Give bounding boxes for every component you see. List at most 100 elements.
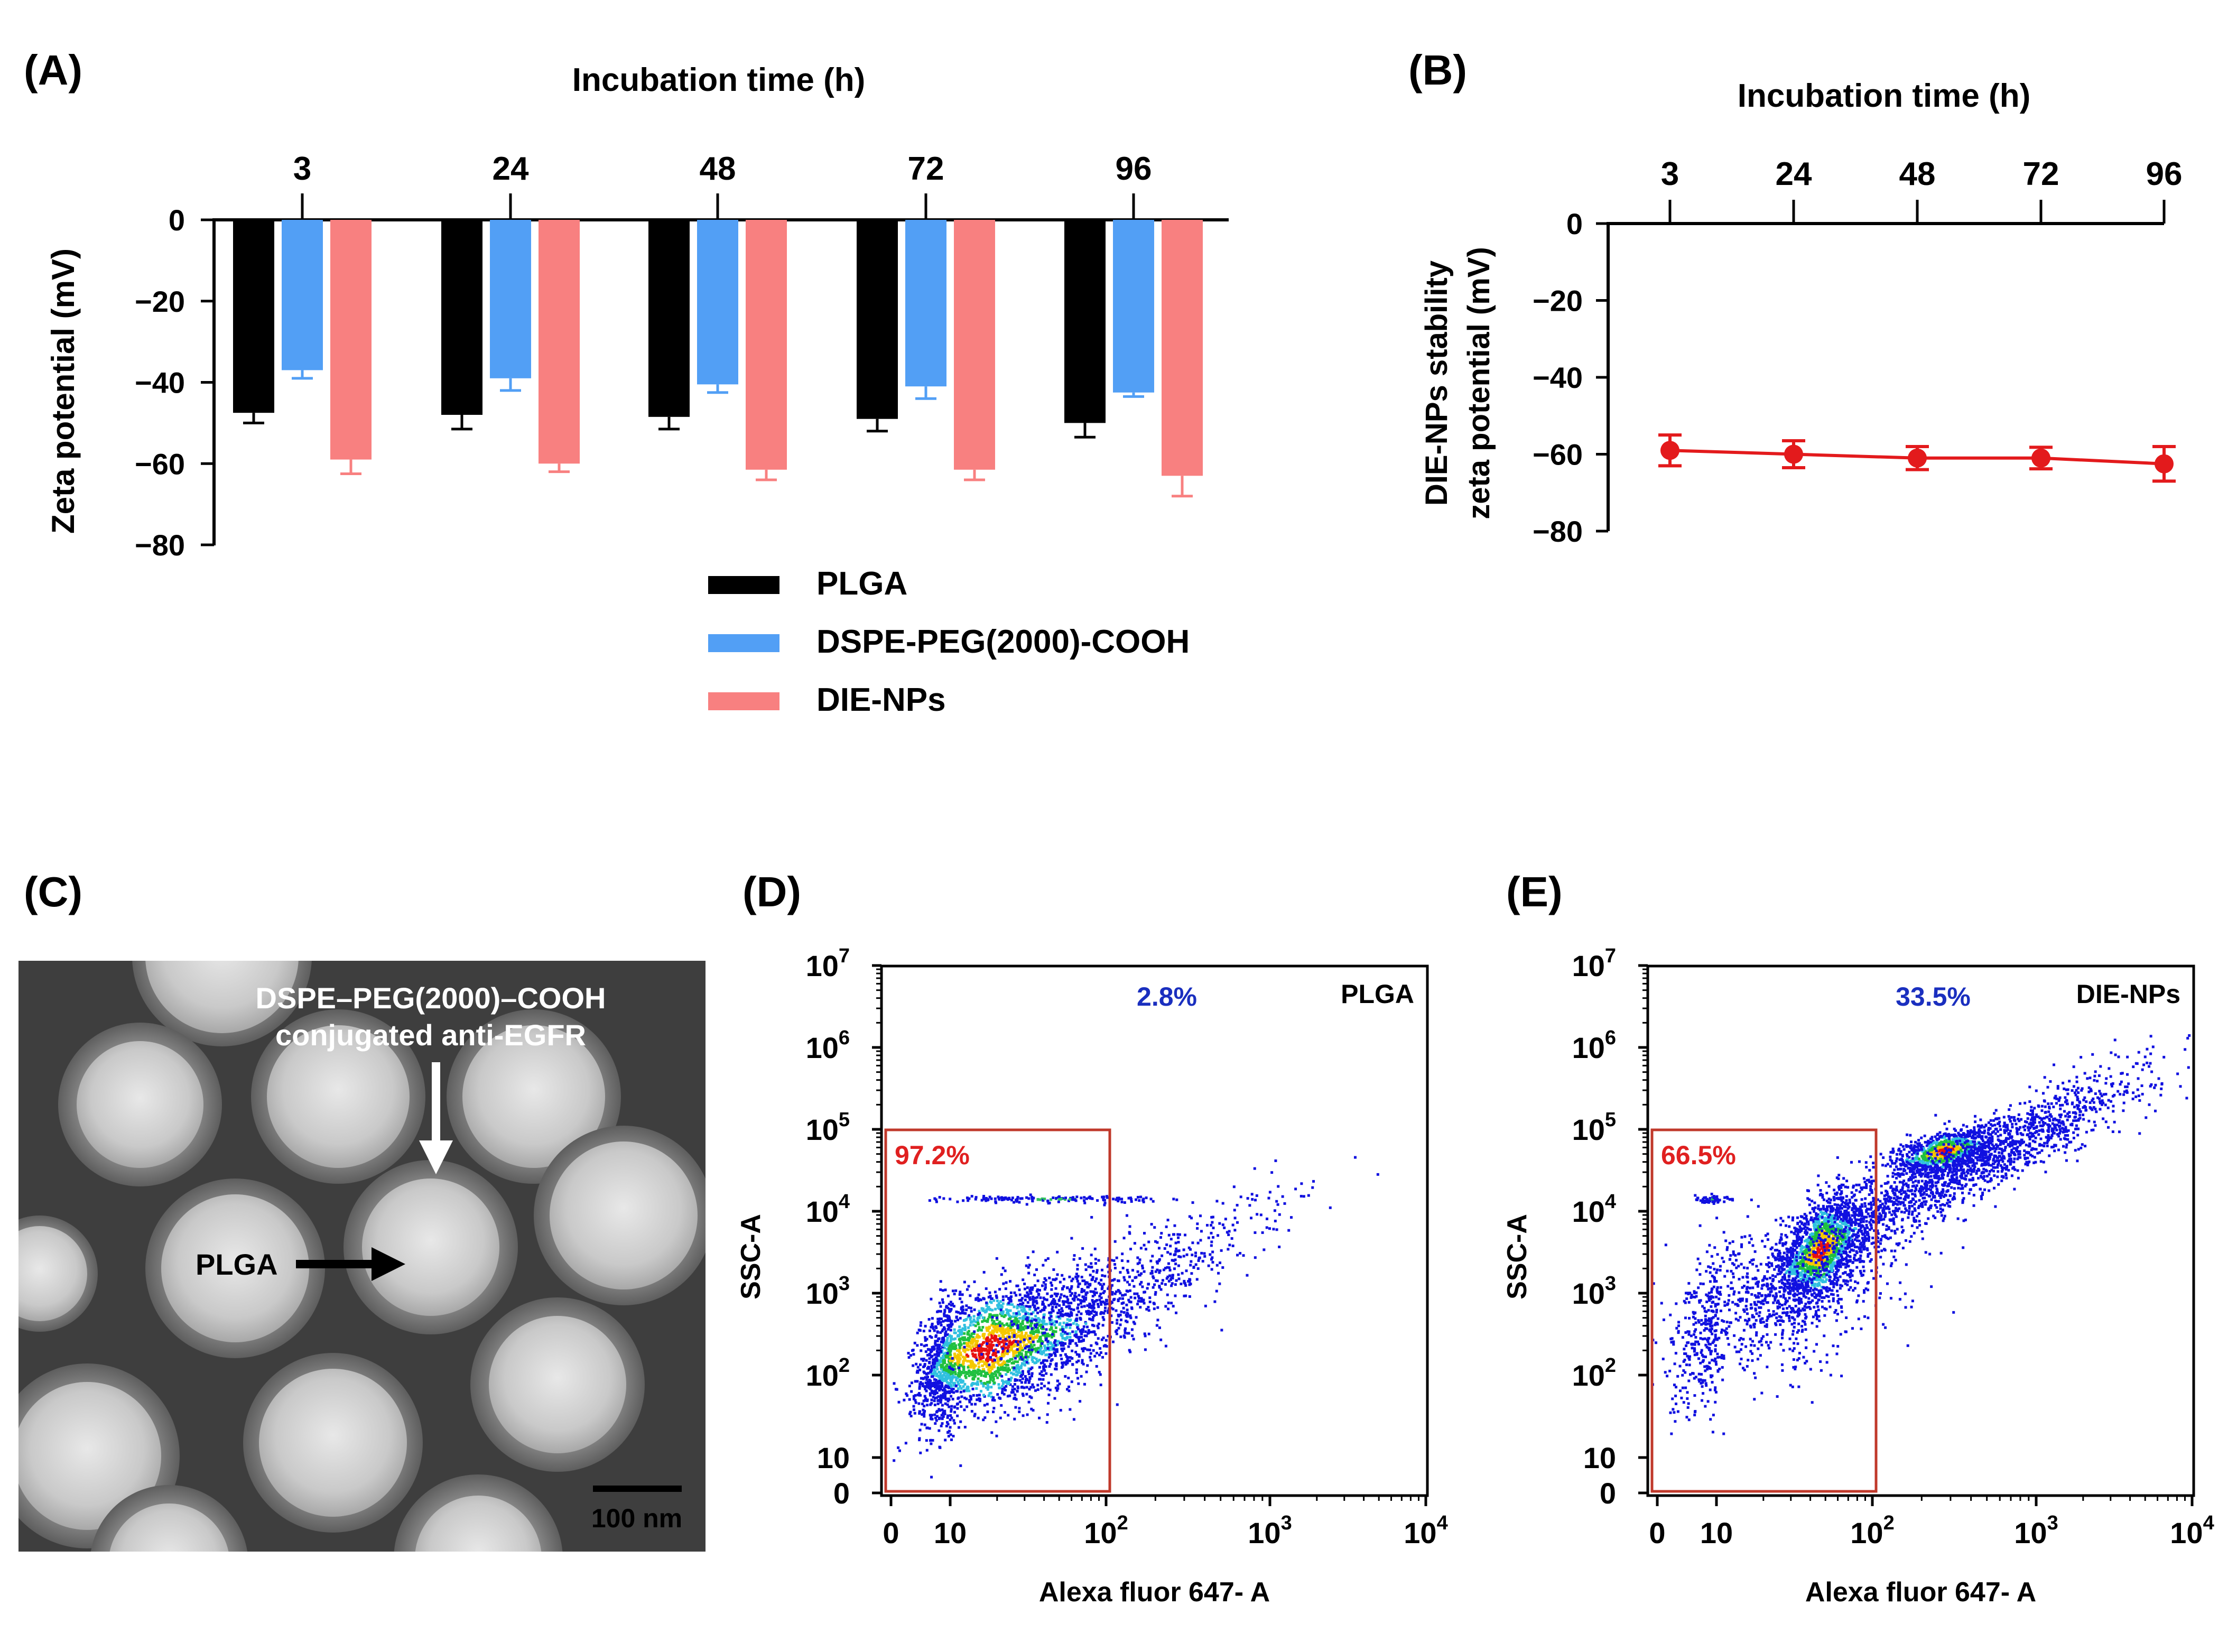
panel-d-event (1008, 1329, 1011, 1332)
panel-d-event (1069, 1340, 1072, 1343)
panel-d-event (956, 1360, 959, 1363)
panel-e-event (1798, 1299, 1802, 1302)
panel-d-event (932, 1390, 935, 1393)
panel-e-event (1842, 1279, 1845, 1282)
panel-d-event (1042, 1264, 1045, 1267)
panel-d-event (946, 1391, 949, 1394)
panel-d-event (951, 1357, 954, 1360)
panel-d-event (1093, 1354, 1097, 1358)
panel-d-event (1153, 1226, 1156, 1229)
panel-d-event (956, 1407, 959, 1410)
panel-d-event (1009, 1322, 1013, 1325)
panel-d-event (1106, 1302, 1109, 1305)
panel-d-event (969, 1371, 972, 1374)
panel-d-event (1149, 1259, 1153, 1263)
panel-d-event (1032, 1386, 1035, 1389)
panel-e-event (1835, 1176, 1839, 1180)
panel-d-event (1122, 1334, 1126, 1338)
panel-d-event (1143, 1291, 1146, 1294)
panel-e-event (1851, 1235, 1854, 1238)
panel-d-event (952, 1391, 955, 1394)
panel-e-event (1791, 1333, 1794, 1336)
panel-d-event (1053, 1397, 1056, 1400)
panel-d-event (1019, 1344, 1022, 1348)
panel-d-event (946, 1328, 950, 1331)
panel-d-event (992, 1299, 996, 1302)
panel-e-event (1763, 1245, 1767, 1248)
panel-e-event (1813, 1236, 1816, 1239)
panel-d-event (943, 1387, 946, 1390)
panel-d-event (1210, 1258, 1213, 1261)
panel-d-event (1057, 1195, 1061, 1198)
panel-d-event (942, 1341, 945, 1344)
panel-d-event (912, 1353, 915, 1356)
panel-d-event (1018, 1347, 1022, 1350)
panel-d-event (1091, 1295, 1094, 1298)
panel-d-event (1071, 1277, 1074, 1280)
panel-e-event (1802, 1223, 1805, 1227)
panel-d-event (1043, 1363, 1046, 1367)
panel-e-event (1816, 1277, 1819, 1280)
panel-d-event (1026, 1413, 1029, 1416)
panel-d-event (995, 1296, 998, 1299)
panel-d-event (1065, 1323, 1068, 1326)
panel-e-event (1835, 1197, 1839, 1200)
panel-d-event (1040, 1382, 1043, 1385)
panel-d-event (1071, 1349, 1074, 1352)
panel-d-event (937, 1382, 940, 1385)
panel-d-event (1013, 1305, 1016, 1308)
panel-d-event (951, 1372, 954, 1375)
panel-d-event (1094, 1287, 1097, 1291)
tem-particle-core (489, 1316, 626, 1453)
panel-d-event (928, 1427, 931, 1430)
panel-d-event (999, 1358, 1003, 1361)
panel-d-event (996, 1338, 999, 1341)
panel-d-event (1035, 1329, 1038, 1332)
panel-d-event (1183, 1279, 1186, 1283)
panel-d-event (942, 1415, 945, 1418)
panel-d-event (1158, 1271, 1161, 1274)
panel-d-event (965, 1338, 968, 1341)
panel-d-event (1028, 1377, 1032, 1380)
panel-d-event (987, 1351, 990, 1354)
panel-d-event (1019, 1367, 1023, 1370)
panel-d-event (1027, 1356, 1031, 1359)
panel-d-event (1290, 1216, 1293, 1219)
panel-d-event (925, 1359, 928, 1362)
panel-d-event (1192, 1266, 1195, 1269)
panel-d-event (1133, 1242, 1136, 1245)
panel-d-event (1060, 1332, 1063, 1335)
panel-d-event (930, 1372, 933, 1375)
panel-d-event (1153, 1307, 1156, 1311)
panel-d-event (926, 1404, 929, 1407)
panel-d-event (936, 1402, 940, 1405)
panel-d-event (1150, 1272, 1154, 1275)
panel-d-event (1236, 1254, 1239, 1257)
panel-d-event (1001, 1388, 1005, 1391)
panel-d-event (1095, 1299, 1098, 1302)
panel-d-event (995, 1351, 998, 1354)
panel-d-event (1046, 1292, 1049, 1295)
panel-d-event (930, 1389, 933, 1393)
panel-d-event (1136, 1292, 1139, 1295)
panel-d-event (1029, 1386, 1033, 1389)
panel-d-event (1060, 1307, 1063, 1310)
panel-d-event (981, 1364, 984, 1367)
panel-d-event (960, 1329, 963, 1332)
panel-d-event (1081, 1300, 1084, 1303)
panel-d-event (1207, 1236, 1210, 1239)
panel-d-event (935, 1396, 939, 1399)
panel-d-event (912, 1408, 915, 1412)
panel-d-event (1066, 1335, 1069, 1339)
panel-e-event (1800, 1237, 1803, 1240)
panel-d-event (1088, 1302, 1091, 1305)
panel-d-ytick-label: 104 (806, 1191, 850, 1228)
tem-annotation-line2: conjugated anti-EGFR (275, 1018, 586, 1052)
panel-d-event (1154, 1293, 1157, 1296)
panel-d-event (945, 1306, 948, 1309)
panel-e-event (1845, 1195, 1848, 1198)
panel-d-event (938, 1370, 941, 1373)
panel-d-event (994, 1291, 997, 1294)
panel-d-event (1075, 1295, 1078, 1298)
panel-e-event (1832, 1195, 1835, 1199)
